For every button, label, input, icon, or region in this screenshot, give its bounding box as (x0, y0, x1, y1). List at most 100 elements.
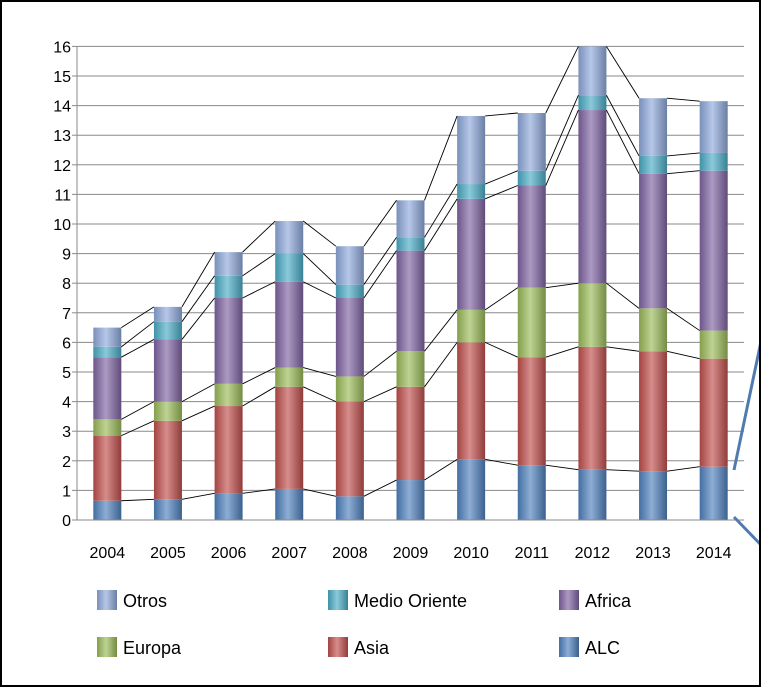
connector-africa (545, 109, 579, 186)
bar-segment-asia-2007 (275, 386, 304, 489)
connector-medio-oriente (667, 152, 700, 157)
bar-segment-africa-2008 (335, 298, 364, 377)
connector-medio-oriente (181, 275, 215, 322)
bar-segment-alc-2011 (517, 465, 546, 520)
bar-segment-africa-2010 (457, 198, 486, 310)
bar-segment-otros-2012 (578, 46, 607, 96)
legend: Otros Medio Oriente Africa Europa Asia ALC (97, 590, 632, 658)
connector-alc (666, 466, 700, 472)
bar-segment-africa-2011 (517, 185, 546, 288)
y-tick-label: 8 (62, 276, 71, 293)
bar-segment-europa-2012 (578, 283, 607, 347)
connector-alc (363, 479, 397, 497)
bar-segment-asia-2006 (214, 406, 243, 494)
bar-segment-africa-2005 (153, 339, 182, 402)
y-tick-label: 2 (62, 454, 71, 471)
connector-africa (424, 198, 458, 251)
connector-medio-oriente (484, 170, 518, 185)
bar-segment-africa-2006 (214, 298, 243, 384)
bar-segment-otros-2010 (457, 115, 486, 185)
bar-segment-europa-2014 (699, 330, 728, 359)
connector-europa (424, 309, 458, 352)
bar-segment-otros-2013 (639, 98, 668, 156)
connector-otros (545, 46, 579, 114)
bar-segment-asia-2011 (517, 357, 546, 466)
bar-segment-medio-oriente-2014 (699, 152, 728, 171)
connector-asia (545, 346, 579, 358)
x-tick-label: 2007 (271, 545, 307, 562)
connector-africa (242, 281, 276, 299)
x-tick-label: 2005 (150, 545, 186, 562)
connector-medio-oriente (363, 237, 397, 285)
connector-europa (242, 367, 276, 385)
legend-label: Asia (354, 638, 390, 658)
connector-europa (606, 282, 640, 309)
bar-segment-otros-2005 (153, 306, 182, 322)
bar-segment-alc-2008 (335, 496, 364, 520)
connector-medio-oriente (606, 95, 640, 157)
legend-item-africa: Africa (559, 590, 632, 611)
bar-segment-alc-2006 (214, 493, 243, 520)
bar-segment-medio-oriente-2004 (93, 346, 122, 358)
bar-segment-otros-2009 (396, 200, 425, 238)
bar-segment-europa-2008 (335, 376, 364, 402)
bar-segment-alc-2013 (639, 471, 668, 520)
connector-alc (121, 498, 154, 502)
bar-segment-medio-oriente-2007 (275, 253, 304, 282)
connector-medio-oriente (302, 253, 337, 286)
connector-alc (606, 469, 640, 472)
bars (93, 46, 728, 520)
connector-africa (484, 185, 518, 200)
connector-africa (303, 281, 337, 299)
bar-segment-otros-2006 (214, 252, 243, 276)
connector-alc (485, 458, 518, 466)
x-tick-label: 2008 (332, 545, 368, 562)
connector-africa (606, 109, 640, 174)
y-tick-label: 4 (62, 395, 71, 412)
connector-asia (484, 341, 518, 358)
bar-segment-medio-oriente-2006 (214, 275, 243, 298)
bar-segment-medio-oriente-2012 (578, 95, 607, 111)
bar-segment-asia-2010 (457, 342, 486, 460)
connector-asia (424, 342, 458, 388)
legend-swatch (559, 590, 579, 610)
bar-segment-medio-oriente-2009 (396, 237, 425, 251)
connector-europa (303, 367, 336, 377)
bar-segment-alc-2012 (578, 469, 607, 520)
legend-swatch (559, 637, 579, 657)
bar-segment-asia-2014 (699, 358, 728, 467)
legend-item-europa: Europa (97, 637, 182, 658)
y-tick-label: 14 (53, 99, 71, 116)
bar-segment-otros-2004 (93, 327, 122, 347)
connector-europa (121, 401, 155, 420)
bar-segment-alc-2009 (396, 480, 425, 520)
bar-segment-asia-2012 (578, 346, 607, 470)
bar-segment-europa-2010 (457, 309, 486, 343)
y-tick-label: 6 (62, 335, 71, 352)
legend-swatch (328, 637, 348, 657)
x-tick-label: 2009 (393, 545, 429, 562)
decorative-arrow (732, 343, 759, 546)
bar-segment-africa-2004 (93, 357, 122, 420)
connector-otros (363, 200, 397, 247)
bar-segment-alc-2010 (457, 459, 486, 520)
connector-medio-oriente (424, 183, 458, 238)
y-tick-label: 16 (53, 39, 71, 56)
connector-alc (303, 488, 336, 497)
bar-segment-otros-2007 (275, 221, 304, 254)
bar-segment-europa-2006 (214, 383, 243, 407)
x-tick-label: 2010 (453, 545, 489, 562)
connector-europa (484, 287, 519, 311)
bar-segment-europa-2011 (517, 287, 546, 358)
connector-europa (363, 350, 397, 377)
connector-europa (666, 307, 700, 331)
connector-europa (181, 383, 215, 402)
x-tick-label: 2013 (635, 545, 671, 562)
arrow-line-lower (732, 515, 759, 546)
legend-swatch (328, 590, 348, 610)
bar-segment-asia-2004 (93, 435, 122, 501)
bar-segment-alc-2007 (275, 488, 304, 520)
